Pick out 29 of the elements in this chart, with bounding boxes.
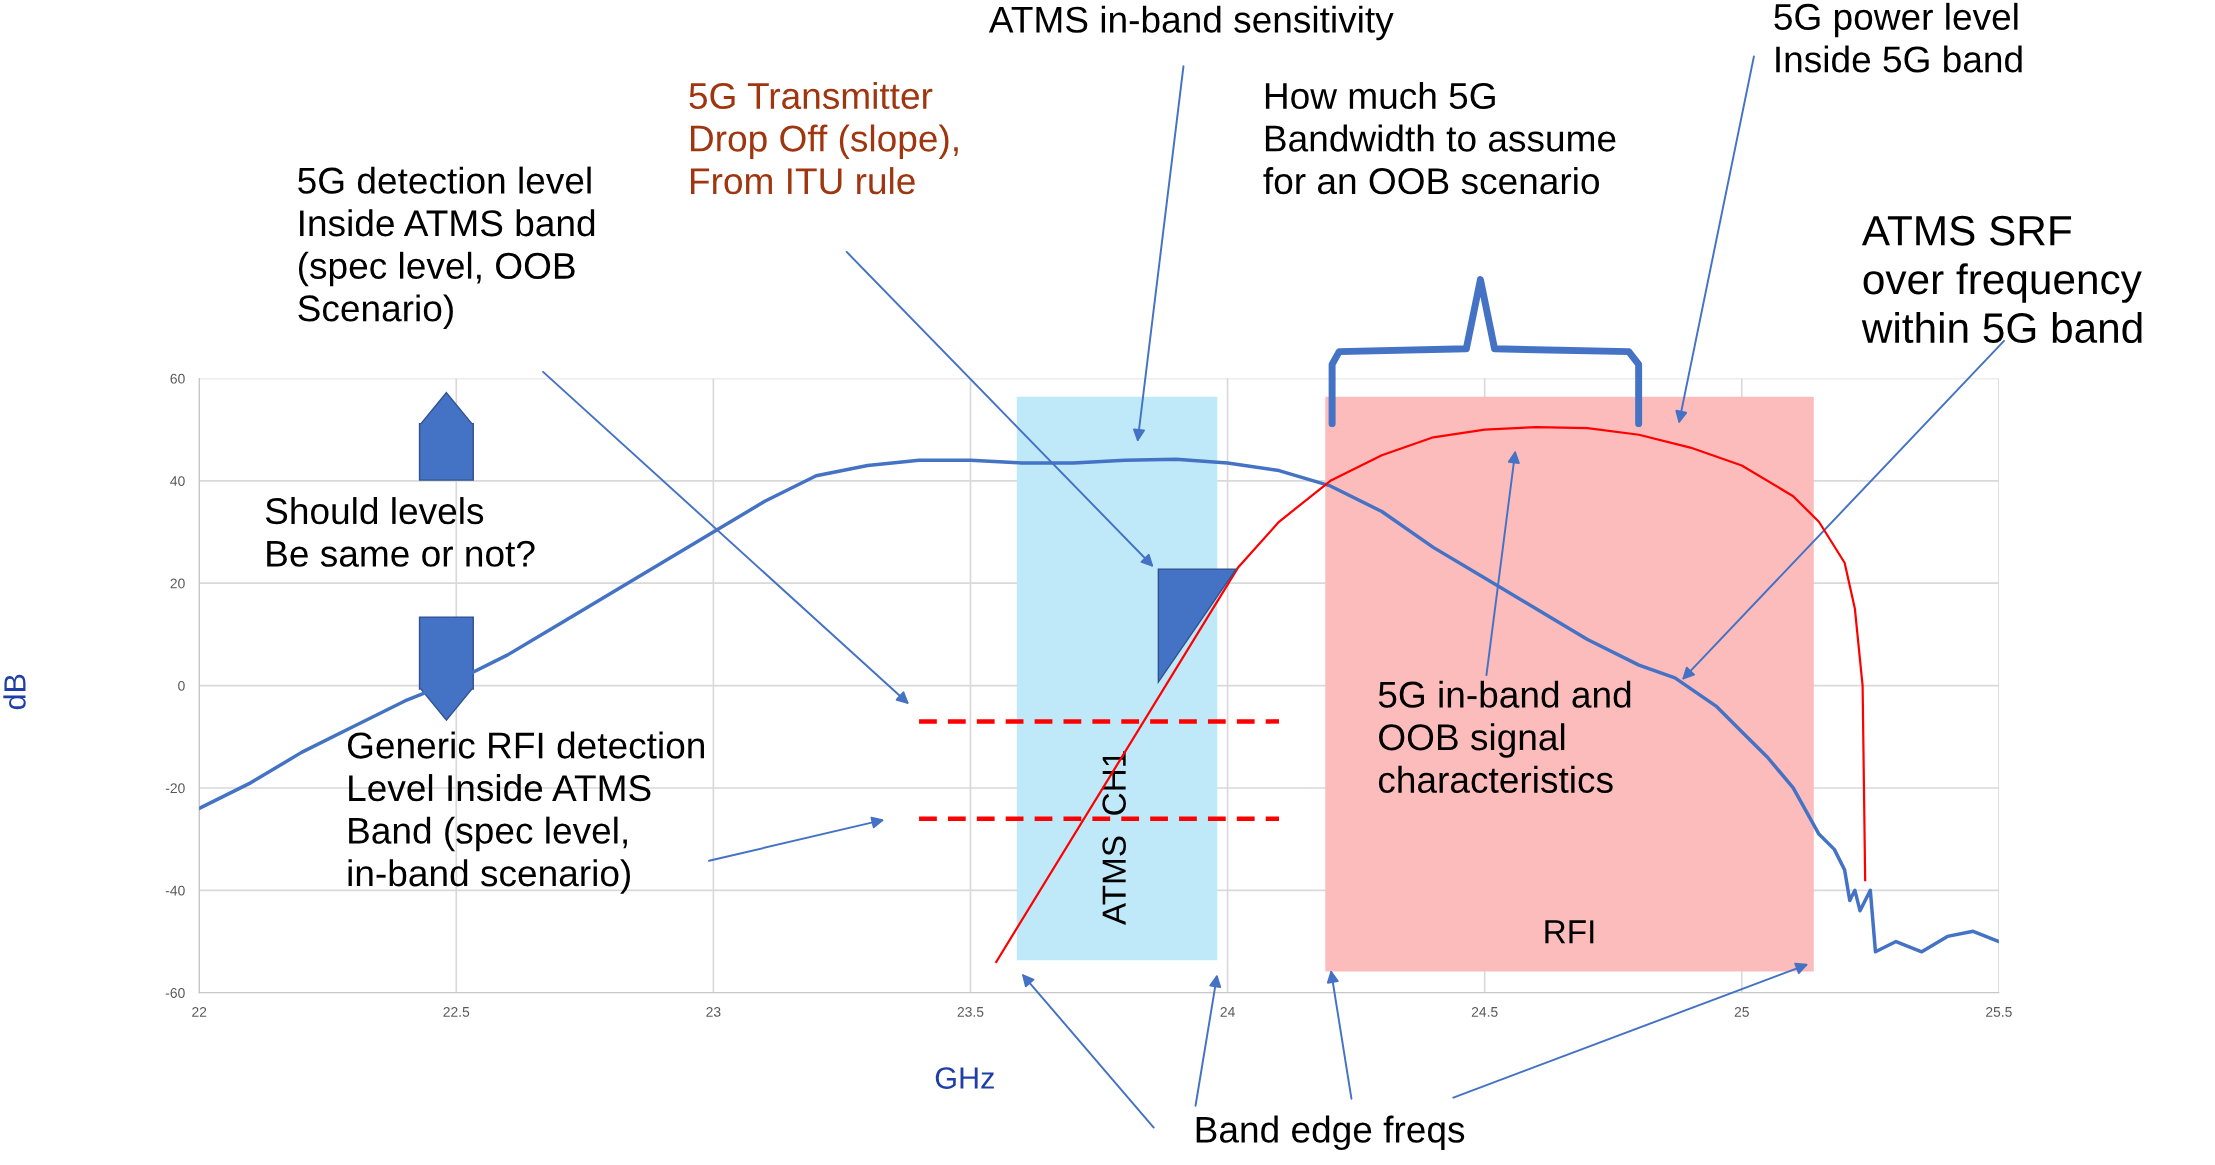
y-tick-label: -60 bbox=[165, 988, 185, 998]
x-tick-label: 23 bbox=[706, 1006, 721, 1017]
x-tick-label: 23.5 bbox=[957, 1006, 984, 1017]
annotation: 5G in-band and OOB signal characteristics bbox=[1378, 680, 1631, 794]
x-axis-title: GHz bbox=[935, 1067, 994, 1089]
x-tick-label: 22 bbox=[192, 1006, 207, 1017]
y-tick-label: -20 bbox=[165, 783, 185, 794]
text: ATMS in-band sensitivity bbox=[988, 5, 1394, 41]
annotation: ATMS SRF over frequency within 5G band bbox=[1861, 215, 2142, 344]
x-tick-label: 25 bbox=[1734, 1006, 1749, 1017]
text: 5G power level Inside 5G band bbox=[1774, 2, 2022, 73]
x-tick-label: 24.5 bbox=[1471, 1006, 1498, 1017]
band-label: ATMS CH1 bbox=[1102, 751, 1126, 925]
text: How much 5G Bandwidth to assume for an OOB scenario bbox=[1263, 81, 1616, 195]
text: 5G Transmitter Drop Off (slope), From ITU rule bbox=[689, 81, 958, 195]
y-tick-label: 60 bbox=[170, 373, 185, 384]
y-tick-label: 20 bbox=[170, 578, 185, 589]
x-tick-label: 25.5 bbox=[1986, 1006, 2012, 1017]
x-tick-label: 24 bbox=[1220, 1006, 1235, 1017]
x-tick-label: 22.5 bbox=[443, 1006, 470, 1017]
text: 5G detection level Inside ATMS band (spec level, OOB Scenario) bbox=[298, 166, 595, 329]
annotation: Generic RFI detection Level Inside ATMS Band (spec level, in-band scenario) bbox=[347, 731, 704, 894]
annotation: Should levels Be same or not? bbox=[265, 497, 535, 567]
y-axis-title: dB bbox=[3, 674, 26, 710]
annotation: Band edge freqs bbox=[1196, 1115, 1465, 1151]
y-tick-label: 40 bbox=[170, 476, 185, 486]
band-label: RFI bbox=[1545, 920, 1594, 944]
y-tick-label: 0 bbox=[178, 680, 185, 691]
y-tick-label: -40 bbox=[165, 885, 185, 896]
